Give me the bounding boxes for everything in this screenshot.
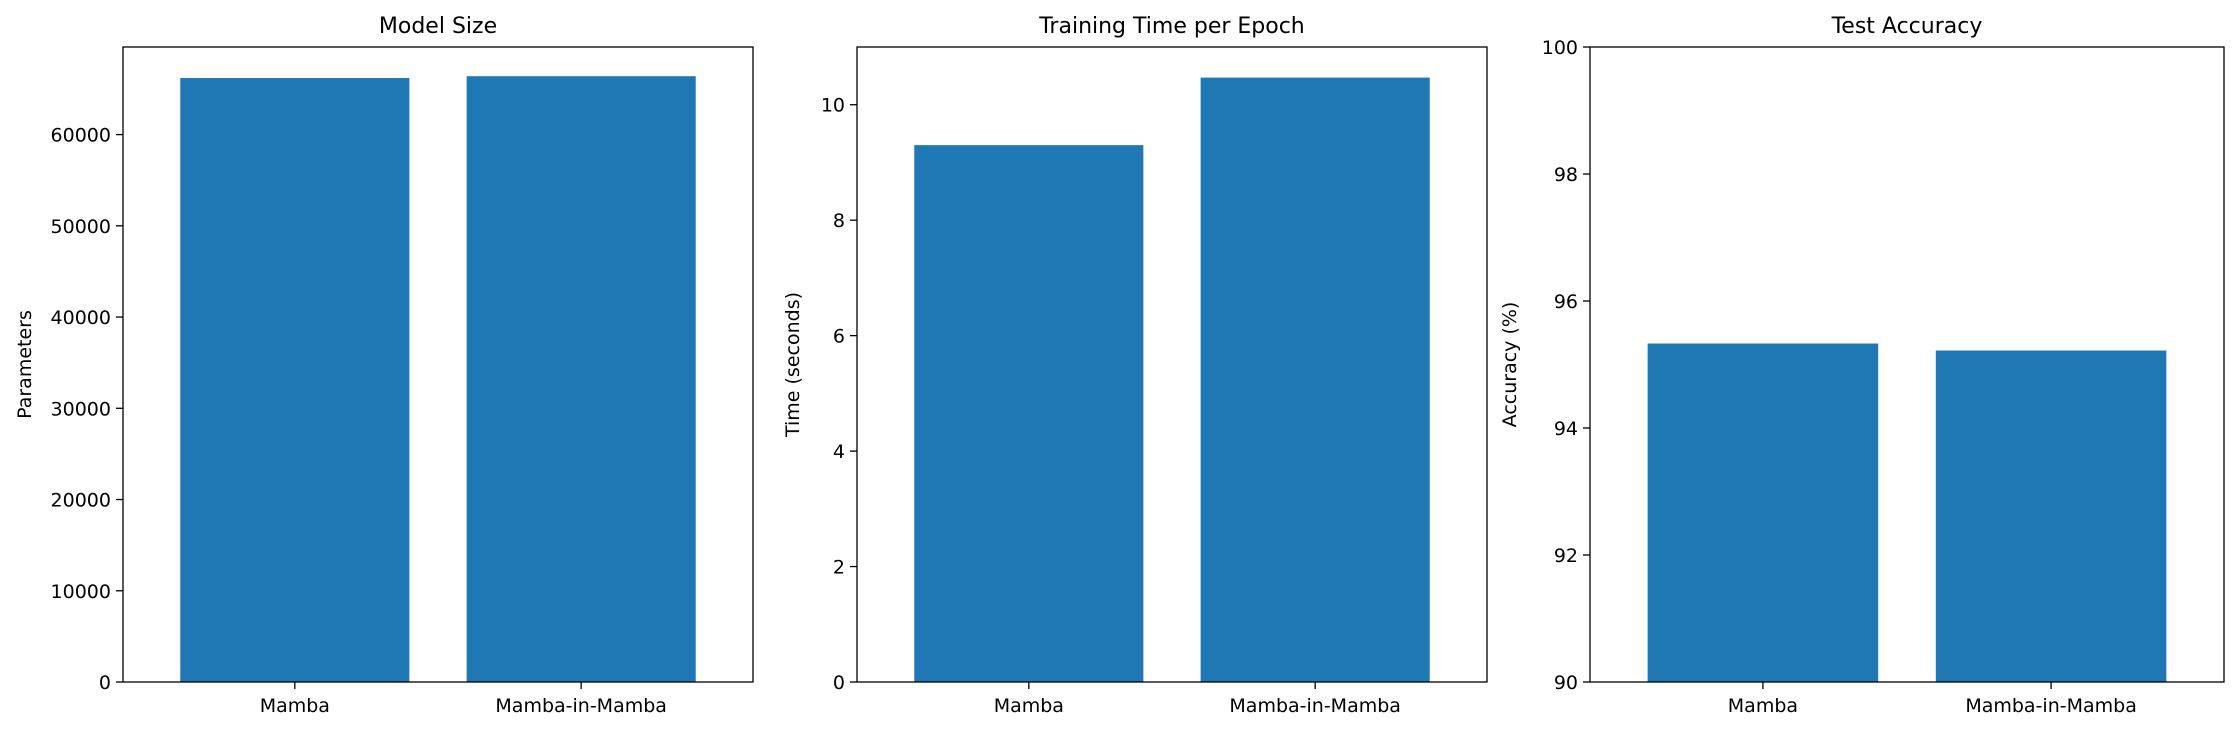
y-tick-label: 98 — [1554, 164, 1578, 186]
y-tick-label: 20000 — [51, 490, 111, 512]
y-tick-label: 50000 — [51, 216, 111, 238]
bar-mamba — [914, 145, 1144, 683]
chart-title: Model Size — [379, 14, 497, 39]
bar-mamba-in-mamba — [1935, 350, 2167, 682]
x-tick-label: Mamba-in-Mamba — [495, 695, 667, 717]
axes-frame — [122, 46, 754, 683]
y-tick-label: 0 — [99, 672, 111, 694]
axes-frame — [856, 46, 1488, 683]
y-tick-label: 30000 — [51, 398, 111, 420]
y-tick-label: 10000 — [51, 581, 111, 603]
y-tick-label: 40000 — [51, 307, 111, 329]
bar-mamba — [180, 78, 410, 682]
chart-panel-2: Mamba Mamba-in-Mamba 0 2 4 6 8 10 Training Time … — [782, 14, 1488, 717]
y-tick-label: 96 — [1554, 291, 1578, 313]
x-tick-label: Mamba-in-Mamba — [1229, 695, 1401, 717]
y-tick-label: 100 — [1542, 37, 1578, 59]
chart-panel-1: Mamba Mamba-in-Mamba 0 10000 20000 30000 40000… — [14, 14, 754, 717]
x-tick-label: Mamba — [1728, 695, 1798, 717]
x-tick-label: Mamba-in-Mamba — [1965, 695, 2137, 717]
chart-panel-3: Mamba Mamba-in-Mamba 90 92 94 96 98 100 Test Acc… — [1499, 14, 2225, 717]
y-tick-label: 4 — [833, 441, 845, 463]
axes-frame — [1589, 46, 2225, 683]
x-tick-label: Mamba — [260, 695, 330, 717]
x-tick-label: Mamba — [994, 695, 1064, 717]
y-axis-label: Accuracy (%) — [1499, 302, 1521, 428]
y-tick-label: 6 — [833, 326, 845, 348]
y-tick-label: 8 — [833, 210, 845, 232]
y-axis-label: Parameters — [14, 310, 36, 419]
bar-mamba — [1647, 343, 1879, 682]
y-axis-label: Time (seconds) — [782, 292, 804, 438]
y-tick-label: 10 — [821, 95, 845, 117]
y-tick-label: 94 — [1554, 418, 1578, 440]
bar-mamba-in-mamba — [466, 76, 696, 682]
chart-title: Test Accuracy — [1831, 14, 1983, 39]
bar-mamba-in-mamba — [1200, 77, 1430, 682]
y-tick-label: 2 — [833, 557, 845, 579]
y-tick-label: 90 — [1554, 672, 1578, 694]
y-tick-label: 60000 — [51, 125, 111, 147]
y-tick-label: 92 — [1554, 545, 1578, 567]
y-tick-label: 0 — [833, 672, 845, 694]
chart-title: Training Time per Epoch — [1038, 14, 1305, 39]
